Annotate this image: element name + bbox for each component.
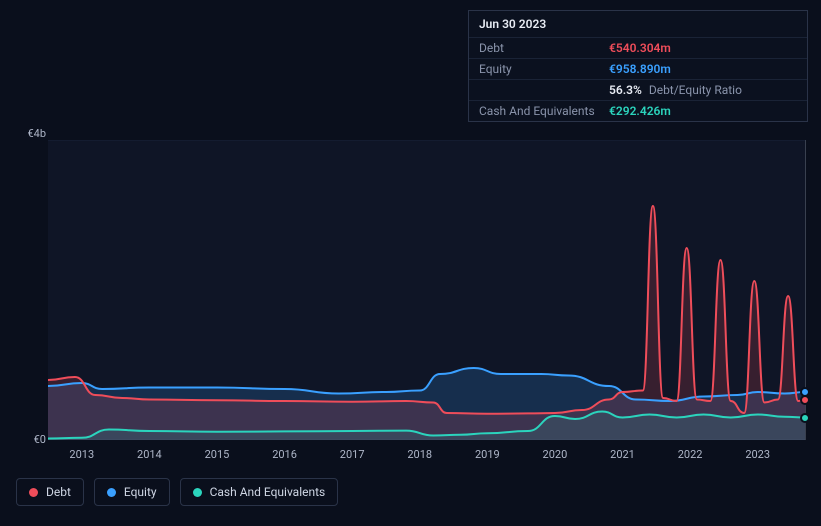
legend-item-cash[interactable]: Cash And Equivalents [180, 478, 339, 506]
y-axis-label-bottom: €0 [34, 433, 46, 446]
tooltip-date: Jun 30 2023 [469, 11, 807, 38]
tooltip-value: €540.304m [609, 41, 671, 55]
x-axis-tick: 2016 [272, 448, 297, 461]
chart-legend: Debt Equity Cash And Equivalents [16, 478, 338, 506]
legend-label: Equity [124, 485, 157, 499]
x-axis-tick: 2019 [475, 448, 500, 461]
chart-area[interactable]: €4b €0 [16, 140, 805, 440]
legend-dot-icon [193, 488, 202, 497]
tooltip-value: €292.426m [609, 104, 671, 118]
tooltip-row-equity: Equity €958.890m [469, 59, 807, 80]
tooltip-ratio-pct: 56.3% [609, 83, 642, 97]
legend-label: Cash And Equivalents [210, 485, 326, 499]
tooltip-label [479, 83, 609, 97]
x-axis-tick: 2014 [137, 448, 162, 461]
x-axis-tick: 2020 [543, 448, 568, 461]
tooltip-row-ratio: 56.3% Debt/Equity Ratio [469, 80, 807, 101]
tooltip-ratio-text: Debt/Equity Ratio [649, 83, 742, 97]
legend-item-equity[interactable]: Equity [94, 478, 170, 506]
legend-item-debt[interactable]: Debt [16, 478, 84, 506]
legend-dot-icon [107, 488, 116, 497]
tooltip-label: Cash And Equivalents [479, 104, 609, 118]
x-axis-tick: 2022 [678, 448, 703, 461]
tooltip-label: Debt [479, 41, 609, 55]
legend-dot-icon [29, 488, 38, 497]
x-axis-tick: 2017 [340, 448, 365, 461]
chart-cursor-dot-equity [800, 387, 810, 397]
tooltip-row-debt: Debt €540.304m [469, 38, 807, 59]
chart-tooltip: Jun 30 2023 Debt €540.304m Equity €958.8… [468, 10, 808, 122]
tooltip-row-cash: Cash And Equivalents €292.426m [469, 101, 807, 121]
legend-label: Debt [46, 485, 71, 499]
chart-cursor-dot-cash [800, 413, 810, 423]
x-axis-tick: 2013 [69, 448, 94, 461]
tooltip-value: €958.890m [609, 62, 671, 76]
chart-svg [48, 140, 805, 440]
tooltip-label: Equity [479, 62, 609, 76]
x-axis: 2013 2014 2015 2016 2017 2018 2019 2020 2021 2022… [48, 448, 805, 468]
x-axis-tick: 2018 [407, 448, 432, 461]
x-axis-tick: 2015 [205, 448, 230, 461]
chart-plot[interactable] [48, 140, 805, 440]
y-axis-label-top: €4b [27, 127, 46, 140]
x-axis-tick: 2021 [610, 448, 635, 461]
x-axis-tick: 2023 [745, 448, 770, 461]
y-axis: €4b €0 [16, 140, 46, 440]
